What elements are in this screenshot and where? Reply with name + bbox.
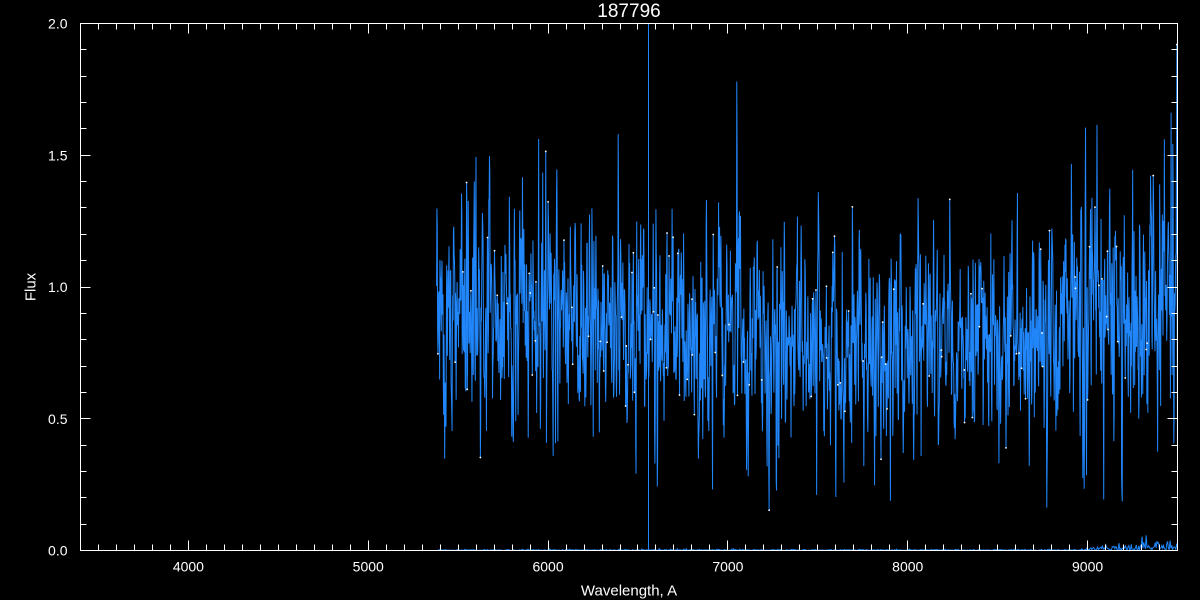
svg-text:Wavelength, A: Wavelength, A: [581, 583, 677, 600]
svg-text:9000: 9000: [1072, 559, 1103, 575]
svg-text:187796: 187796: [597, 1, 660, 22]
svg-text:0.5: 0.5: [48, 411, 68, 427]
svg-text:4000: 4000: [173, 559, 204, 575]
svg-text:1.0: 1.0: [48, 279, 68, 295]
svg-text:6000: 6000: [532, 559, 563, 575]
svg-text:0.0: 0.0: [48, 543, 68, 559]
svg-text:Flux: Flux: [23, 272, 40, 301]
svg-text:5000: 5000: [353, 559, 384, 575]
svg-text:7000: 7000: [712, 559, 743, 575]
svg-text:1.5: 1.5: [48, 147, 68, 163]
svg-text:2.0: 2.0: [48, 16, 68, 32]
svg-text:8000: 8000: [892, 559, 923, 575]
